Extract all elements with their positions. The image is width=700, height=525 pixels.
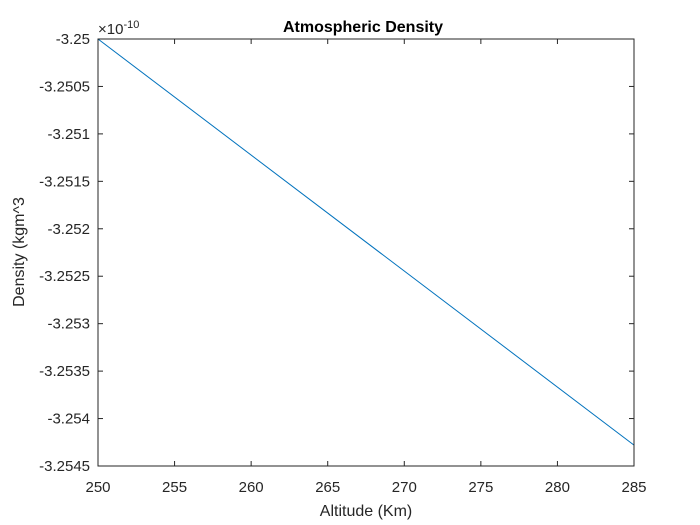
y-tick-label: -3.251 — [47, 126, 90, 143]
y-tick-label: -3.2545 — [39, 458, 90, 475]
x-tick-label: 265 — [315, 479, 340, 496]
y-tick-label: -3.254 — [47, 411, 90, 428]
axes-background — [98, 39, 634, 466]
y-tick-label: -3.2505 — [39, 78, 90, 95]
y-tick-label: -3.252 — [47, 221, 90, 238]
y-axis-label: Density (kgm^3 — [11, 197, 28, 307]
x-tick-label: 270 — [392, 479, 417, 496]
x-axis-ticks: 250 255 260 265 270 275 280 285 — [85, 39, 647, 496]
axes-box — [97, 38, 635, 467]
y-tick-label: -3.2535 — [39, 363, 90, 380]
y-tick-label: -3.25 — [56, 31, 90, 48]
y-tick-label: -3.253 — [47, 316, 90, 333]
x-tick-label: 255 — [162, 479, 187, 496]
x-tick-label: 250 — [85, 479, 110, 496]
x-tick-label: 280 — [545, 479, 570, 496]
x-tick-label: 275 — [468, 479, 493, 496]
y-multiplier-base: ×10 — [98, 21, 123, 38]
x-tick-label: 285 — [621, 479, 646, 496]
y-tick-label: -3.2515 — [39, 173, 90, 190]
series-layer — [97, 38, 635, 446]
y-multiplier-exponent: -10 — [123, 19, 139, 31]
y-tick-label: -3.2525 — [39, 268, 90, 285]
series-line-density — [97, 38, 635, 446]
x-tick-label: 260 — [239, 479, 264, 496]
y-axis-multiplier: ×10-10 — [98, 19, 139, 38]
x-axis-label: Altitude (Km) — [320, 503, 412, 520]
chart-title: Atmospheric Density — [283, 19, 443, 36]
y-axis-ticks: -3.25 -3.2505 -3.251 -3.2515 -3.252 -3.2525 -3… — [39, 31, 634, 475]
